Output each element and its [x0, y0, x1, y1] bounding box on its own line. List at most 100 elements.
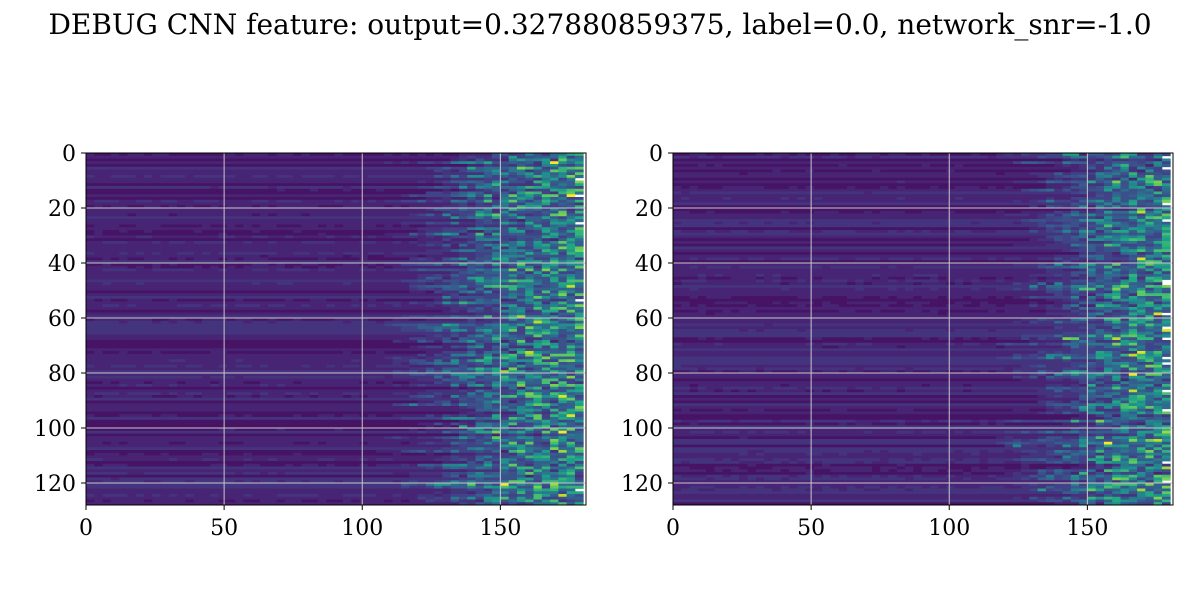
- heatmap-cell: [1062, 213, 1072, 217]
- heatmap-cell: [550, 458, 559, 462]
- heatmap-cell: [1087, 362, 1097, 366]
- heatmap-cell: [574, 356, 584, 360]
- heatmap-cell: [1103, 296, 1113, 300]
- heatmap-cell: [475, 389, 485, 393]
- heatmap-cell: [574, 205, 584, 209]
- heatmap-cell: [533, 450, 543, 454]
- heatmap-cell: [86, 353, 418, 357]
- heatmap-cell: [780, 461, 790, 465]
- heatmap-cell: [516, 274, 526, 278]
- heatmap-cell: [1012, 263, 1039, 267]
- heatmap-cell: [550, 197, 559, 201]
- heatmap-cell: [525, 230, 534, 234]
- heatmap-cell: [1128, 425, 1138, 429]
- heatmap-cell: [566, 169, 576, 173]
- heatmap-cell: [896, 408, 914, 412]
- heatmap-cell: [1021, 461, 1047, 465]
- heatmap-cell: [516, 213, 526, 217]
- heatmap-cell: [1145, 265, 1155, 269]
- heatmap-cell: [1128, 450, 1138, 454]
- heatmap-cell: [673, 227, 1030, 231]
- heatmap-cell: [508, 279, 518, 283]
- heatmap-cell: [483, 224, 501, 228]
- heatmap-cell: [508, 463, 518, 467]
- heatmap-cell: [1112, 188, 1121, 192]
- heatmap-cell: [467, 359, 476, 363]
- heatmap-cell: [467, 191, 476, 195]
- heatmap-cell: [946, 461, 956, 465]
- heatmap-cell: [550, 183, 559, 187]
- heatmap-cell: [1120, 378, 1130, 382]
- heatmap-cell: [483, 235, 493, 239]
- heatmap-cell: [185, 205, 195, 209]
- heatmap-cell: [1087, 444, 1097, 448]
- heatmap-cell: [764, 408, 831, 412]
- heatmap-cell: [1062, 384, 1072, 388]
- heatmap-cell: [1128, 441, 1146, 445]
- heatmap-cell: [1079, 268, 1088, 272]
- heatmap-cell: [673, 392, 1080, 396]
- heatmap-cell: [450, 158, 460, 162]
- heatmap-cell: [492, 403, 501, 407]
- heatmap-cell: [458, 216, 468, 220]
- heatmap-cell: [550, 356, 559, 360]
- heatmap-cell: [450, 384, 460, 388]
- heatmap-cell: [1153, 395, 1163, 399]
- heatmap-cell: [566, 428, 576, 432]
- heatmap-cell: [210, 186, 219, 190]
- heatmap-cell: [467, 488, 485, 492]
- heatmap-cell: [500, 183, 510, 187]
- heatmap-cell: [1103, 213, 1113, 217]
- heatmap-cell: [1120, 323, 1130, 327]
- heatmap-cell: [533, 331, 543, 335]
- heatmap-cell: [177, 395, 195, 399]
- heatmap-cell: [458, 169, 468, 173]
- heatmap-cell: [508, 428, 518, 432]
- heatmap-cell: [1145, 447, 1155, 451]
- heatmap-cell: [772, 153, 790, 157]
- heatmap-cell: [1087, 194, 1097, 198]
- heatmap-cell: [492, 331, 501, 335]
- heatmap-cell: [1161, 169, 1171, 173]
- heatmap-cell: [722, 274, 757, 278]
- heatmap-cell: [226, 463, 244, 467]
- heatmap-cell: [492, 345, 501, 349]
- heatmap-cell: [417, 186, 435, 190]
- heatmap-cell: [1054, 263, 1063, 267]
- heatmap-cell: [533, 323, 551, 327]
- heatmap-cell: [442, 422, 452, 426]
- heatmap-cell: [450, 485, 468, 489]
- heatmap-cell: [492, 257, 501, 261]
- heatmap-cell: [102, 268, 137, 272]
- heatmap-cell: [135, 175, 145, 179]
- heatmap-cell: [1161, 395, 1171, 399]
- heatmap-cell: [673, 249, 1063, 253]
- heatmap-cell: [301, 414, 319, 418]
- heatmap-cell: [508, 329, 518, 333]
- heatmap-cell: [1128, 340, 1138, 344]
- heatmap-cell: [1045, 309, 1072, 313]
- heatmap-cell: [450, 430, 460, 434]
- heatmap-cell: [558, 499, 568, 503]
- heatmap-cell: [1137, 265, 1146, 269]
- heatmap-cell: [1145, 257, 1155, 261]
- heatmap-cell: [326, 235, 336, 239]
- heatmap-cell: [938, 287, 972, 291]
- heatmap-cell: [533, 155, 551, 159]
- heatmap-cell: [1120, 392, 1130, 396]
- heatmap-cell: [954, 282, 964, 286]
- heatmap-cell: [110, 282, 137, 286]
- heatmap-cell: [929, 276, 939, 280]
- heatmap-cell: [541, 166, 551, 170]
- heatmap-cell: [442, 243, 452, 247]
- heatmap-cell: [1029, 320, 1039, 324]
- heatmap-cell: [697, 422, 806, 426]
- heatmap-cell: [218, 364, 228, 368]
- heatmap-cell: [483, 395, 493, 399]
- heatmap-cell: [450, 243, 460, 247]
- heatmap-cell: [483, 183, 493, 187]
- heatmap-cell: [673, 395, 1039, 399]
- heatmap-cell: [1004, 276, 1014, 280]
- heatmap-cell: [1161, 175, 1171, 179]
- heatmap-cell: [492, 428, 501, 432]
